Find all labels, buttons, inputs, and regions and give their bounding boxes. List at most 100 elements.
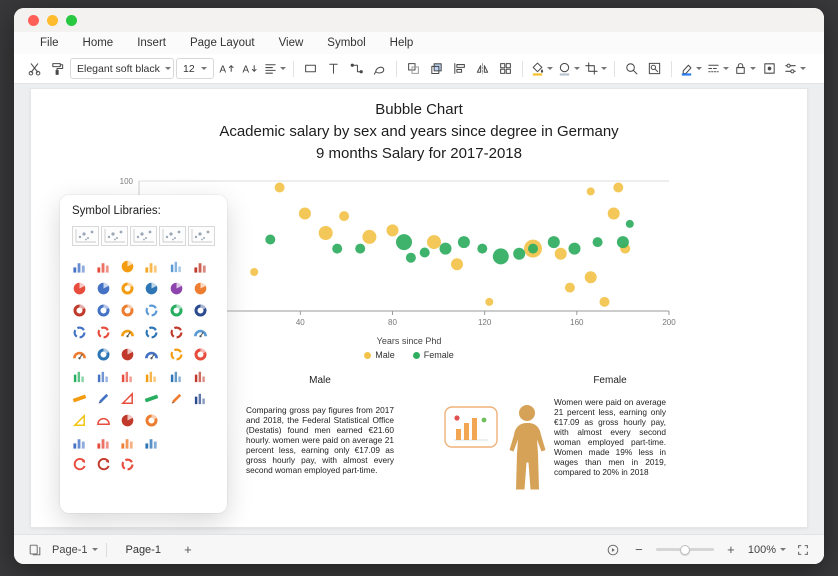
rectangle-tool-icon[interactable] xyxy=(300,57,321,80)
symbol-bars-icon[interactable] xyxy=(96,434,118,450)
symbol-donut-icon[interactable] xyxy=(144,412,166,428)
bubble-female[interactable] xyxy=(547,236,560,249)
bubble-male[interactable] xyxy=(274,182,285,193)
bubble-female[interactable] xyxy=(405,252,416,263)
bubble-female[interactable] xyxy=(419,247,430,258)
symbol-bars-icon[interactable] xyxy=(144,258,166,274)
symbol-donut-icon[interactable] xyxy=(120,302,142,318)
symbol-pencil-icon[interactable] xyxy=(96,390,118,406)
bubble-male[interactable] xyxy=(564,282,575,293)
symbol-bars-icon[interactable] xyxy=(193,258,215,274)
menu-view[interactable]: View xyxy=(278,37,304,49)
symbol-thumbnail-scatter-chart[interactable] xyxy=(101,226,128,249)
symbol-donut-icon[interactable] xyxy=(169,302,191,318)
menu-home[interactable]: Home xyxy=(82,37,114,49)
chart-title-block[interactable]: Bubble Chart Academic salary by sex and … xyxy=(31,99,807,165)
bubble-male[interactable] xyxy=(607,207,620,220)
symbol-gauge-icon[interactable] xyxy=(193,324,215,340)
menu-page-layout[interactable]: Page Layout xyxy=(189,37,255,49)
symbol-pie-icon[interactable] xyxy=(120,258,142,274)
flip-icon[interactable] xyxy=(472,57,493,80)
bubble-male[interactable] xyxy=(599,296,610,307)
zoom-slider-thumb[interactable] xyxy=(679,544,690,555)
symbol-donut-icon[interactable] xyxy=(96,302,118,318)
zoom-in-button[interactable]: + xyxy=(722,540,740,560)
page-selector[interactable]: Page-1 xyxy=(52,544,99,556)
symbol-cols-icon[interactable] xyxy=(72,368,94,384)
layout-icon[interactable] xyxy=(495,57,516,80)
symbol-donut-icon[interactable] xyxy=(96,346,118,362)
symbol-cols-icon[interactable] xyxy=(169,368,191,384)
find-replace-icon[interactable] xyxy=(644,57,665,80)
fit-screen-icon[interactable] xyxy=(794,540,812,560)
pen-tool-icon[interactable] xyxy=(369,57,390,80)
female-text-block[interactable]: Female Women were paid on average 21 per… xyxy=(554,375,666,477)
insert-object-icon[interactable] xyxy=(759,57,780,80)
bubble-female[interactable] xyxy=(265,234,276,245)
crop-icon[interactable] xyxy=(583,57,608,80)
bubble-female[interactable] xyxy=(355,243,366,254)
decrease-font-icon[interactable]: A xyxy=(239,57,260,80)
bring-forward-icon[interactable] xyxy=(426,57,447,80)
fill-color-icon[interactable] xyxy=(529,57,554,80)
symbol-thumbnail-scatter-chart[interactable] xyxy=(130,226,157,249)
symbol-pie-icon[interactable] xyxy=(120,412,142,428)
bubble-female[interactable] xyxy=(396,234,412,251)
symbol-donut-icon[interactable] xyxy=(193,346,215,362)
person-figure-icon[interactable] xyxy=(501,404,553,492)
symbol-protractor-icon[interactable] xyxy=(96,412,118,428)
lock-icon[interactable] xyxy=(732,57,757,80)
symbol-arrow-icon[interactable] xyxy=(72,456,94,472)
bubble-female[interactable] xyxy=(477,243,488,254)
bubble-female[interactable] xyxy=(568,242,581,255)
symbol-pencil-icon[interactable] xyxy=(169,390,191,406)
add-page-button[interactable]: + xyxy=(179,540,197,560)
symbol-donut-icon[interactable] xyxy=(120,280,142,296)
symbol-cols-icon[interactable] xyxy=(169,258,191,274)
bubble-female[interactable] xyxy=(592,237,603,248)
bubble-female[interactable] xyxy=(616,236,629,249)
symbol-pie-icon[interactable] xyxy=(96,280,118,296)
bubble-female[interactable] xyxy=(492,248,509,265)
maximize-window-button[interactable] xyxy=(66,14,77,26)
symbol-bars-icon[interactable] xyxy=(96,258,118,274)
symbol-bars-icon[interactable] xyxy=(144,434,166,450)
symbol-gauge-icon[interactable] xyxy=(120,324,142,340)
symbol-ruler-icon[interactable] xyxy=(144,390,166,406)
canvas-area[interactable]: Bubble Chart Academic salary by sex and … xyxy=(14,84,824,534)
bubble-male[interactable] xyxy=(339,211,350,222)
text-tool-icon[interactable] xyxy=(323,57,344,80)
bubble-male[interactable] xyxy=(427,235,441,250)
bubble-male[interactable] xyxy=(485,297,494,306)
symbol-cols-icon[interactable] xyxy=(96,368,118,384)
shape-style-icon[interactable] xyxy=(556,57,581,80)
symbol-ring-icon[interactable] xyxy=(72,324,94,340)
male-text-block[interactable]: Male Comparing gross pay figures from 20… xyxy=(246,375,394,475)
bubble-male[interactable] xyxy=(362,229,377,244)
bubble-male[interactable] xyxy=(584,271,597,284)
symbol-pie-icon[interactable] xyxy=(120,346,142,362)
menu-symbol[interactable]: Symbol xyxy=(327,37,366,49)
symbol-pie-icon[interactable] xyxy=(193,280,215,296)
symbol-cols-icon[interactable] xyxy=(193,368,215,384)
align-objects-icon[interactable] xyxy=(449,57,470,80)
symbol-donut-icon[interactable] xyxy=(72,302,94,318)
menu-insert[interactable]: Insert xyxy=(137,37,166,49)
symbol-triangle-icon[interactable] xyxy=(120,390,142,406)
symbol-donut-icon[interactable] xyxy=(193,302,215,318)
mini-bar-chart-icon[interactable] xyxy=(444,406,498,448)
page-list-icon[interactable] xyxy=(26,540,44,560)
zoom-out-button[interactable]: − xyxy=(630,540,648,560)
symbol-arrow-icon[interactable] xyxy=(96,456,118,472)
symbol-bars-icon[interactable] xyxy=(72,258,94,274)
font-size-select[interactable]: 12 xyxy=(176,58,214,79)
zoom-slider[interactable] xyxy=(655,544,714,556)
symbol-thumbnail-scatter-chart[interactable] xyxy=(188,226,215,249)
zoom-level-select[interactable]: 100% xyxy=(748,544,786,556)
bubble-female[interactable] xyxy=(332,243,343,254)
more-settings-icon[interactable] xyxy=(782,57,807,80)
menu-help[interactable]: Help xyxy=(389,37,414,49)
bubble-male[interactable] xyxy=(451,258,463,271)
symbol-gauge-icon[interactable] xyxy=(144,346,166,362)
presentation-mode-icon[interactable] xyxy=(604,540,622,560)
